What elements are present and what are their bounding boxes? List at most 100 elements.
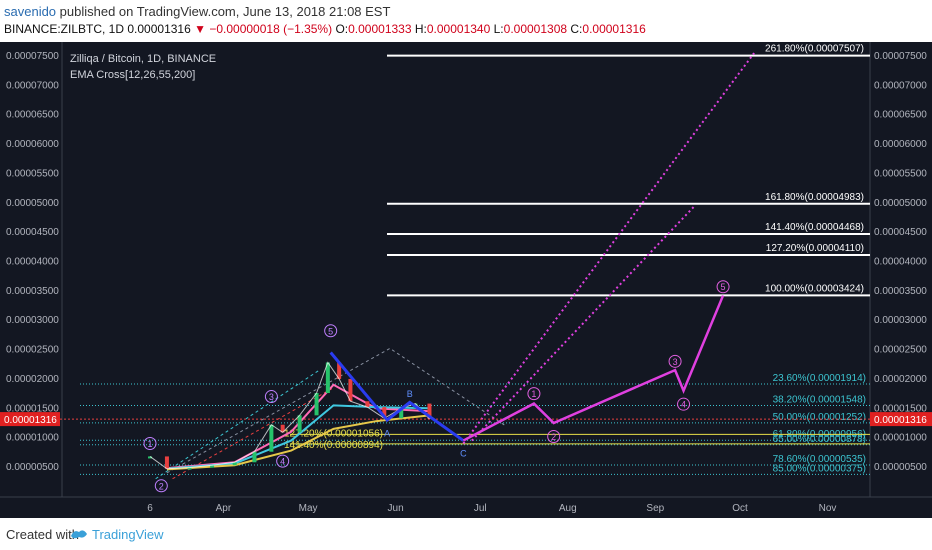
low-value: 0.00001308	[503, 22, 568, 36]
y-tick-label-left: 0.00006500	[6, 110, 59, 121]
high-value: 0.00001340	[426, 22, 491, 36]
wave-label: 3	[269, 392, 274, 402]
wave-label-circle	[143, 437, 157, 451]
projection-wave-path	[462, 295, 725, 442]
projection-level-label: 127.20%(0.00004110)	[766, 243, 864, 254]
y-tick-label-right: 0.00004000	[874, 257, 927, 268]
projection-fan-line	[462, 52, 755, 445]
y-tick-label-right: 0.00001500	[874, 403, 927, 414]
ema-line	[166, 414, 430, 471]
x-tick-label: Apr	[216, 503, 232, 514]
close-label: C:	[570, 22, 583, 36]
wave-label: B	[407, 389, 413, 399]
price-candle	[148, 456, 152, 459]
x-tick-label: Oct	[732, 503, 748, 514]
wave-label: 2	[551, 432, 556, 442]
retracement-level-label: 65.00%(0.00000878)	[773, 434, 866, 445]
price-change: ▼ −0.00000018 (−1.35%)	[194, 22, 333, 36]
abc-correction-path	[329, 351, 465, 442]
publish-line: savenido published on TradingView.com, J…	[4, 4, 390, 19]
y-tick-label-left: 0.00007500	[6, 51, 59, 62]
wave-label: A	[384, 428, 390, 438]
wave-label-circle	[547, 429, 561, 443]
chart-header: savenido published on TradingView.com, J…	[0, 0, 932, 42]
low-label: L:	[493, 22, 504, 36]
y-tick-label-left: 0.00000500	[6, 462, 59, 473]
y-tick-label-right: 0.00001000	[874, 433, 927, 444]
open-label: O:	[335, 22, 349, 36]
wave-label: 5	[721, 282, 726, 292]
x-tick-label: May	[299, 503, 318, 514]
x-tick-label: Nov	[819, 503, 837, 514]
wave-label: 2	[159, 481, 164, 491]
published-text: published on TradingView.com, June 13, 2…	[56, 4, 391, 19]
wave-label: 1	[147, 439, 152, 449]
y-tick-label-left: 0.00004500	[6, 227, 59, 238]
chart-title: Zilliqa / Bitcoin, 1D, BINANCE	[70, 53, 216, 65]
y-tick-label-left: 0.00001000	[6, 433, 59, 444]
wave-label: 1	[531, 389, 536, 399]
y-tick-label-left: 0.00005500	[6, 168, 59, 179]
price-candle	[365, 401, 370, 408]
author-link[interactable]: savenido	[4, 4, 57, 19]
price-candle	[348, 378, 353, 402]
price-line	[149, 361, 430, 470]
price-candle	[297, 415, 302, 433]
high-label: H:	[414, 22, 427, 36]
retracement-level-label: 85.00%(0.00000375)	[773, 463, 866, 474]
projection-level-label: 100.00%(0.00003424)	[765, 283, 864, 294]
projection-level-label: 261.80%(0.00007507)	[765, 44, 864, 55]
x-tick-label: 6	[147, 503, 153, 514]
y-tick-label-left: 0.00001500	[6, 403, 59, 414]
y-tick-label-left: 0.00002000	[6, 374, 59, 385]
extension-level-label: 141.40%(0.00000894)	[284, 440, 383, 451]
x-tick-label: Jun	[388, 503, 404, 514]
y-tick-label-right: 0.00006500	[874, 110, 927, 121]
retracement-level-label: 38.20%(0.00001548)	[773, 394, 866, 405]
y-tick-label-left: 0.00004000	[6, 257, 59, 268]
y-tick-label-right: 0.00006000	[874, 139, 927, 150]
x-tick-label: Jul	[474, 503, 487, 514]
price-candle	[427, 403, 432, 419]
wave-label-circle	[264, 390, 278, 404]
last-price: 0.00001316	[127, 22, 191, 36]
wave-label: 3	[673, 357, 678, 367]
y-tick-label-right: 0.00007500	[874, 51, 927, 62]
price-candle	[164, 456, 169, 469]
price-chart[interactable]: 0.00007500 0.00007500 0.00007000 0.00007000…	[0, 42, 932, 518]
x-tick-label: Aug	[559, 503, 577, 514]
wave-label: 4	[681, 400, 686, 410]
retracement-level-label: 50.00%(0.00001252)	[773, 412, 866, 423]
y-tick-label-left: 0.00007000	[6, 80, 59, 91]
projection-fan-line	[471, 205, 696, 442]
y-tick-label-right: 0.00004500	[874, 227, 927, 238]
wave-label: C	[460, 448, 467, 458]
close-value: 0.00001316	[582, 22, 646, 36]
price-candle	[325, 362, 330, 394]
price-candle	[399, 408, 404, 419]
y-tick-label-right: 0.00002000	[874, 374, 927, 385]
current-price-tag-left	[0, 412, 60, 427]
wave-label-circle	[677, 397, 691, 411]
price-candle	[337, 362, 342, 379]
projection-level-label: 161.80%(0.00004983)	[765, 192, 864, 203]
wave-label-circle	[154, 479, 168, 493]
channel-guide	[172, 387, 334, 480]
wave-label-circle	[527, 387, 541, 401]
chart-background	[0, 42, 932, 518]
y-tick-label-right: 0.00005500	[874, 168, 927, 179]
current-price-label-left: 0.00001316	[4, 415, 57, 426]
price-candle	[252, 451, 257, 463]
y-tick-label-right: 0.00005000	[874, 198, 927, 209]
price-candle	[210, 465, 215, 468]
open-value: 0.00001333	[348, 22, 412, 36]
created-with-text: Created with	[6, 527, 79, 542]
current-price-label-right: 0.00001316	[874, 415, 927, 426]
price-candle	[269, 424, 274, 452]
y-tick-label-left: 0.00006000	[6, 139, 59, 150]
projection-level-label: 141.40%(0.00004468)	[765, 222, 864, 233]
y-tick-label-left: 0.00003500	[6, 286, 59, 297]
retracement-level-label: 78.60%(0.00000535)	[773, 454, 866, 465]
indicator-label: EMA Cross[12,26,55,200]	[70, 69, 195, 81]
tradingview-brand[interactable]: TradingView	[92, 527, 164, 542]
